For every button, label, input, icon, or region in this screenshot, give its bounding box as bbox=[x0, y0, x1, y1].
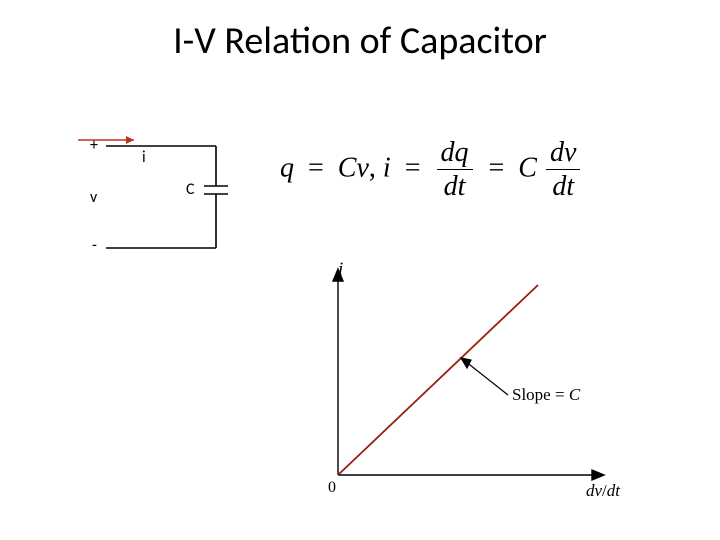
slope-C: C bbox=[569, 385, 580, 404]
eq-v1: v bbox=[356, 152, 368, 183]
circuit-diagram: + i v C - bbox=[68, 128, 248, 278]
eq-equals-1: = bbox=[308, 152, 324, 183]
current-i-label: i bbox=[142, 148, 146, 167]
eq-dt1: dt bbox=[437, 170, 473, 201]
eq-comma: , bbox=[369, 152, 376, 183]
x-axis-label: dv/dt bbox=[586, 481, 620, 501]
eq-frac-dvdt: dv dt bbox=[546, 138, 580, 202]
eq-equals-2: = bbox=[405, 152, 421, 183]
slide: I-V Relation of Capacitor bbox=[0, 0, 720, 540]
page-title: I-V Relation of Capacitor bbox=[0, 18, 720, 64]
equation: q = Cv, i = dq dt = C dv dt bbox=[280, 138, 582, 202]
minus-label: - bbox=[92, 236, 97, 255]
voltage-v-label: v bbox=[90, 188, 97, 207]
slope-text: Slope = bbox=[512, 385, 569, 404]
eq-equals-3: = bbox=[489, 152, 505, 183]
x-label-dv: dv bbox=[586, 481, 602, 500]
eq-frac-dqdt: dq dt bbox=[437, 138, 473, 202]
slope-label: Slope = C bbox=[512, 385, 580, 405]
eq-C1: C bbox=[338, 152, 357, 183]
plus-label: + bbox=[90, 136, 98, 155]
eq-C2: C bbox=[518, 152, 537, 183]
y-axis-label: i bbox=[338, 259, 343, 281]
x-label-dt: dt bbox=[607, 481, 620, 500]
eq-dv: dv bbox=[546, 138, 580, 170]
eq-dq: dq bbox=[437, 138, 473, 170]
eq-dt2: dt bbox=[546, 170, 580, 201]
graph-svg bbox=[298, 265, 638, 515]
eq-q: q bbox=[280, 152, 294, 183]
iv-graph: i 0 dv/dt Slope = C bbox=[298, 265, 638, 515]
capacitor-c-label: C bbox=[186, 180, 195, 199]
origin-label: 0 bbox=[328, 479, 336, 497]
eq-i: i bbox=[383, 152, 391, 183]
